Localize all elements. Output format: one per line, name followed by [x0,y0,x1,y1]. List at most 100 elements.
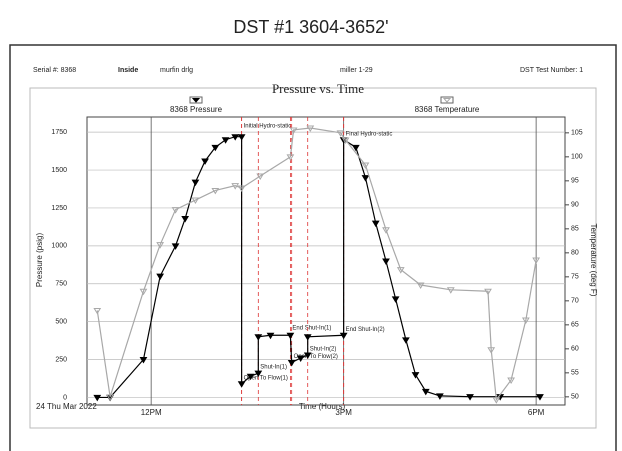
event-label: Open To Flow(1) [244,375,288,381]
data-point [139,288,148,296]
y2-tick-label: 105 [571,130,583,137]
data-point [361,175,370,182]
data-point [93,394,102,402]
data-point [237,134,246,141]
y2-tick-label: 75 [571,274,579,281]
y-tick-label: 0 [63,394,67,401]
data-point [371,220,380,228]
y-tick-label: 1250 [51,205,67,212]
series-line [97,136,540,399]
legend-marker [191,98,201,103]
data-point [466,394,474,401]
legend-label: 8368 Pressure [170,105,223,114]
y-axis-label: Pressure (psig) [35,233,44,288]
data-point [436,393,444,400]
data-point [254,370,263,378]
data-point [266,332,275,340]
data-point [306,125,315,133]
data-point [303,352,312,359]
data-point [521,317,530,325]
chart-title: Pressure vs. Time [272,81,364,96]
y2-tick-label: 70 [571,298,579,305]
data-point [231,183,240,190]
y2-tick-label: 80 [571,250,579,257]
event-label: Initial Hydro-static [244,124,292,130]
data-point [289,127,298,134]
serial: Serial #: 8368 [33,67,76,74]
y-tick-label: 500 [55,318,67,325]
data-point [382,258,390,265]
event-label: Shut-In(2) [310,347,337,353]
y2-tick-label: 85 [571,226,579,233]
event-label: Shut-In(1) [260,365,287,371]
data-point [421,388,430,396]
data-point [484,288,492,296]
y-tick-label: 250 [55,356,67,363]
y2-axis-label: Temperature (deg F) [589,224,598,297]
data-point [536,394,544,401]
data-point [341,137,350,145]
data-point [296,355,305,362]
data-point [237,185,246,193]
data-point [339,332,348,340]
data-point [336,130,345,137]
position: Inside [118,67,138,74]
data-point [221,137,230,144]
data-point [231,134,240,141]
data-point [507,377,515,385]
event-label: End Shut-In(2) [346,327,385,333]
well: miller 1-29 [340,67,373,74]
x-tick-label: 12PM [141,408,162,417]
data-point [396,267,405,274]
data-point [351,144,360,152]
data-point [171,207,180,214]
data-point [401,337,410,344]
data-point [201,158,209,165]
legend-box [189,96,203,104]
company: murfin drlg [160,67,193,74]
data-point [303,334,312,341]
data-point [181,216,190,223]
data-point [93,307,102,315]
data-point [446,287,455,294]
x-tick-label: 3PM [335,408,352,417]
data-point [171,243,180,250]
legend-marker [442,98,452,103]
data-point [361,162,370,169]
y2-tick-label: 55 [571,370,579,377]
data-point [286,154,295,161]
event-label: Open To Flow(2) [294,354,338,360]
event-label: End Shut-In(1) [292,325,331,331]
data-point [416,282,425,289]
y2-tick-label: 95 [571,178,579,185]
y2-tick-label: 90 [571,202,579,209]
y-tick-label: 1750 [51,129,67,136]
data-point [211,144,220,152]
data-point [256,173,265,181]
legend-label: 8368 Temperature [415,105,480,114]
data-point [191,179,200,187]
data-point [391,296,400,303]
plot-area [86,116,566,406]
test-number: DST Test Number: 1 [520,67,583,74]
y2-tick-label: 60 [571,346,579,353]
page-title: DST #1 3604-3652' [233,17,388,37]
data-point [287,360,296,367]
y2-tick-label: 65 [571,322,579,329]
data-point [139,357,148,364]
legend-box [440,96,454,104]
inner-frame [29,87,597,429]
data-point [156,242,165,249]
data-point [156,273,165,281]
y-tick-label: 1000 [51,243,67,250]
date-label: 24 Thu Mar 2022 [36,402,97,411]
data-point [106,394,114,401]
x-tick-label: 6PM [528,408,545,417]
y-tick-label: 750 [55,281,67,288]
data-point [191,197,200,205]
data-point [286,332,295,340]
data-point [211,187,220,195]
data-point [237,381,246,388]
